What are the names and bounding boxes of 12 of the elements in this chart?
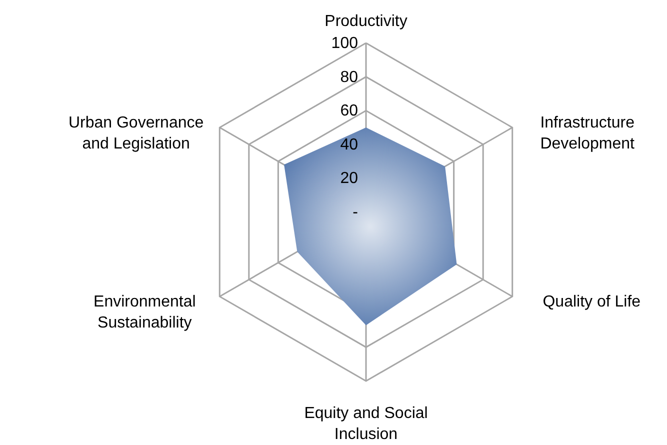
spoke-label: Urban Governance and Legislation (68, 114, 204, 152)
spoke-label: Quality of Life (542, 294, 641, 311)
y-tick-label: 40 (340, 136, 358, 154)
y-tick-label: 100 (331, 35, 358, 52)
y-tick-label: 60 (340, 102, 358, 120)
spoke-label: Infrastructure Development (540, 114, 636, 152)
y-tick-label: - (352, 204, 358, 221)
spoke-label: Environmental Sustainability (94, 294, 196, 332)
spoke-label: Equity and Social Inclusion (304, 405, 428, 444)
y-tick-label: 20 (340, 170, 358, 188)
y-tick-label: 80 (340, 68, 358, 86)
spoke-label: Productivity (324, 12, 408, 30)
